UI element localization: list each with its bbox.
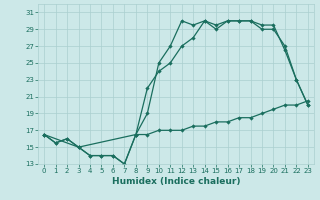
X-axis label: Humidex (Indice chaleur): Humidex (Indice chaleur) [112,177,240,186]
